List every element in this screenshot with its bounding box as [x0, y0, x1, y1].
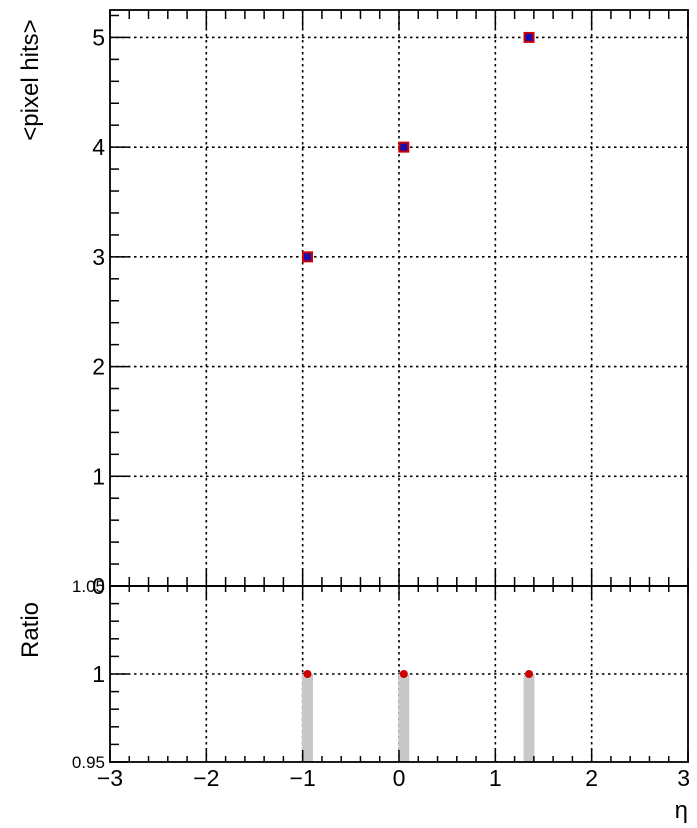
ratio-x-tick-label: 3 — [677, 765, 690, 791]
axis-ticks — [109, 10, 689, 763]
main-y-tick-label: 0 — [92, 573, 105, 599]
ratio-y-tick-label: 0.95 — [72, 753, 105, 772]
main-y-tick-label: 2 — [92, 354, 105, 380]
ratio-ylabel: Ratio — [17, 602, 44, 658]
main-y-tick-label: 4 — [92, 134, 105, 160]
ratio-band — [301, 674, 313, 762]
ratio-points — [303, 670, 534, 678]
tick-labels: 0 1 2 3 4 5 0.95 1 1.05 −3 −2 −1 0 1 2 3 — [72, 24, 690, 791]
main-y-tick-label: 5 — [92, 24, 105, 50]
ratio-y-tick-label: 1 — [92, 661, 105, 687]
ratio-x-tick-label: −3 — [97, 765, 123, 791]
ratio-xlabel: η — [675, 797, 688, 824]
main-data-point — [523, 31, 535, 43]
ratio-data-point — [525, 670, 534, 678]
ratio-data-point — [399, 670, 408, 678]
ratio-x-tick-label: −2 — [193, 765, 219, 791]
ratio-y-tick-label: 1.05 — [72, 577, 105, 596]
ratio-x-tick-label: −1 — [290, 765, 316, 791]
ratio-band — [398, 674, 410, 762]
main-y-tick-label: 3 — [92, 244, 105, 270]
main-data-point — [398, 141, 410, 153]
ratio-data-point — [303, 670, 312, 678]
plot-frames — [109, 9, 689, 763]
main-points — [301, 31, 535, 263]
main-y-tick-label: 1 — [92, 463, 105, 489]
ratio-x-tick-label: 0 — [393, 765, 406, 791]
main-grid — [110, 10, 688, 586]
ratio-band — [523, 674, 535, 762]
ratio-x-tick-label: 2 — [585, 765, 598, 791]
main-ylabel: <pixel hits> — [17, 19, 44, 140]
ratio-bands — [301, 674, 535, 762]
ratio-x-tick-label: 1 — [489, 765, 502, 791]
main-data-point — [301, 251, 313, 263]
